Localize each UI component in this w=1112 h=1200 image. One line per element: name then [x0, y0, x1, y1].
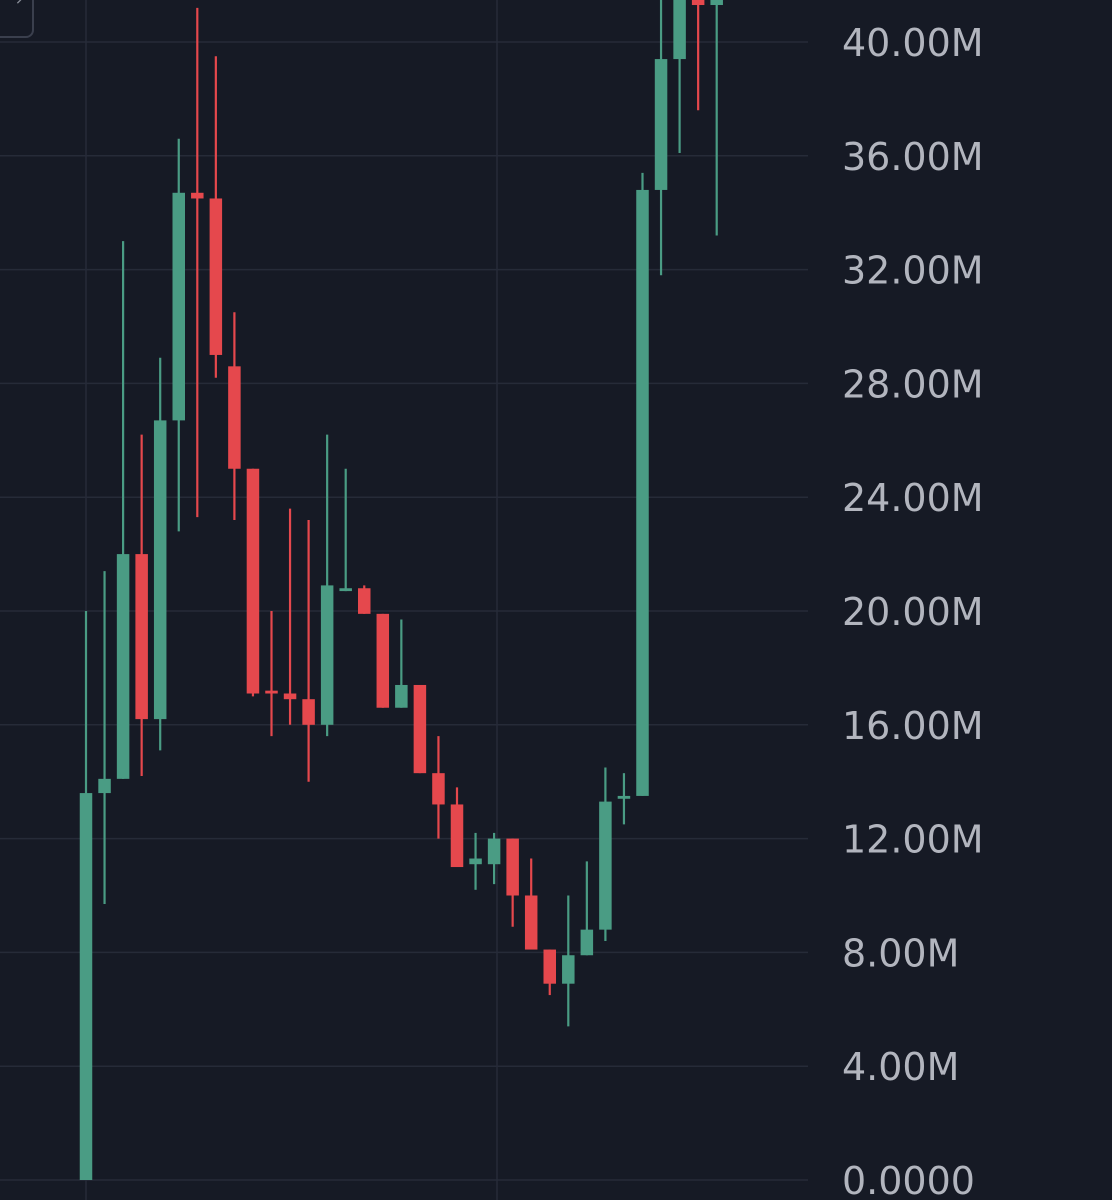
- candle-body-down: [302, 699, 315, 725]
- candle-body-down: [265, 690, 278, 694]
- candle-body-up: [116, 554, 130, 779]
- candle-body-down: [413, 684, 427, 774]
- candle-body-down: [450, 804, 464, 868]
- candle-body-down: [209, 198, 223, 355]
- candle-body-up: [339, 588, 352, 592]
- candle[interactable]: [358, 585, 371, 614]
- expand-button[interactable]: ↗: [0, 0, 34, 38]
- candle[interactable]: [636, 172, 649, 796]
- candle[interactable]: [376, 613, 390, 708]
- grid-lines: [0, 0, 808, 1200]
- candle-body-up: [153, 420, 167, 720]
- candle[interactable]: [432, 736, 445, 839]
- candle[interactable]: [339, 468, 352, 592]
- candle-body-up: [487, 838, 501, 865]
- candle-body-up: [469, 858, 482, 865]
- candle[interactable]: [395, 619, 408, 708]
- y-tick-label: 4.00M: [842, 1045, 959, 1089]
- y-tick-label: 36.00M: [842, 135, 984, 179]
- candle-body-up: [599, 801, 612, 930]
- candle[interactable]: [543, 949, 557, 996]
- candle-body-up: [636, 189, 649, 796]
- y-tick-label: 28.00M: [842, 362, 984, 406]
- candle[interactable]: [599, 767, 612, 942]
- candle[interactable]: [265, 611, 278, 737]
- candle-body-up: [710, 0, 723, 6]
- candle-body-up: [673, 0, 686, 60]
- candle-body-down: [506, 838, 519, 896]
- y-tick-label: 24.00M: [842, 476, 984, 520]
- candle-body-down: [691, 0, 705, 6]
- y-tick-label: 16.00M: [842, 704, 984, 748]
- y-tick-label: 12.00M: [842, 818, 984, 862]
- candle[interactable]: [135, 434, 148, 777]
- candle-body-down: [432, 773, 445, 805]
- candle[interactable]: [228, 312, 241, 520]
- candle[interactable]: [302, 519, 315, 782]
- candle-body-down: [524, 895, 538, 950]
- candle-body-down: [543, 949, 556, 984]
- candle[interactable]: [153, 357, 167, 751]
- candle[interactable]: [172, 138, 186, 532]
- candle-body-down: [358, 588, 371, 614]
- candle[interactable]: [246, 468, 260, 697]
- y-tick-label: 20.00M: [842, 590, 984, 634]
- candle[interactable]: [116, 241, 130, 779]
- candle-body-up: [79, 793, 93, 1180]
- candle-body-up: [98, 778, 111, 794]
- candle[interactable]: [562, 895, 575, 1027]
- candle-body-up: [395, 684, 408, 708]
- candle-body-up: [580, 929, 594, 956]
- candle[interactable]: [450, 787, 464, 868]
- candle[interactable]: [98, 571, 111, 905]
- candle[interactable]: [673, 0, 686, 153]
- expand-icon: ↗: [15, 0, 28, 8]
- y-tick-label: 40.00M: [842, 21, 984, 65]
- price-axis: 0.0000 4.00M 8.00M 12.00M 16.00M 20.00M 24.00M…: [842, 21, 984, 1200]
- candle[interactable]: [710, 0, 723, 236]
- candle[interactable]: [691, 0, 705, 111]
- candle-body-down: [191, 192, 204, 199]
- candle-body-up: [654, 59, 668, 190]
- candle-body-down: [228, 366, 241, 469]
- candle-body-up: [320, 585, 334, 725]
- candle[interactable]: [487, 832, 501, 885]
- candle[interactable]: [506, 838, 519, 927]
- y-tick-label: 0.0000: [842, 1159, 975, 1200]
- candle[interactable]: [580, 861, 594, 956]
- candle[interactable]: [283, 508, 297, 725]
- candle[interactable]: [209, 56, 223, 378]
- candle[interactable]: [469, 832, 482, 890]
- candle-body-down: [283, 693, 297, 700]
- candle-body-up: [617, 795, 631, 799]
- candle[interactable]: [524, 858, 538, 950]
- candle-body-down: [376, 613, 390, 708]
- candle-body-down: [246, 468, 260, 694]
- candle[interactable]: [413, 684, 427, 774]
- candle[interactable]: [617, 773, 631, 825]
- candle-body-down: [135, 554, 148, 720]
- y-tick-label: 32.00M: [842, 249, 984, 293]
- candle[interactable]: [320, 434, 334, 737]
- candle[interactable]: [191, 7, 204, 518]
- candle-body-up: [172, 192, 185, 421]
- candles: [79, 0, 723, 1180]
- candle[interactable]: [79, 611, 93, 1180]
- candle[interactable]: [654, 0, 668, 276]
- y-tick-label: 8.00M: [842, 931, 959, 975]
- candle-body-up: [562, 955, 575, 984]
